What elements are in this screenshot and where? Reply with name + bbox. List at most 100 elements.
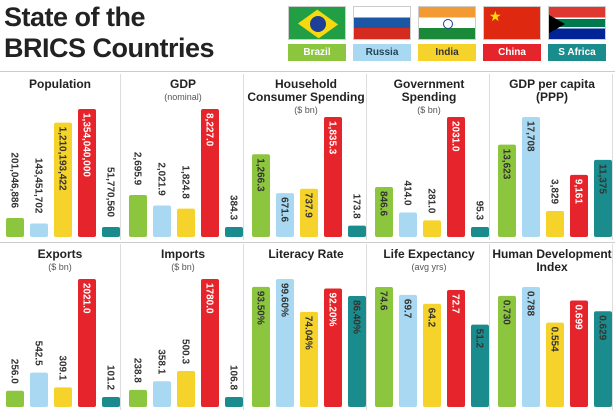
india-flag-icon	[418, 6, 476, 40]
bar-china	[78, 279, 96, 407]
chart-title: Household Consumer Spending ($ bn)	[246, 78, 366, 116]
divider	[0, 71, 615, 72]
bar-s-africa	[594, 159, 612, 237]
data-label: 74.04%	[303, 316, 314, 350]
bar-s-africa	[102, 397, 120, 407]
bar-brazil	[6, 217, 24, 237]
bar-brazil	[498, 295, 516, 407]
data-label: 1780.0	[204, 283, 215, 314]
bar-russia	[522, 287, 540, 407]
divider	[0, 242, 615, 243]
bar-india	[423, 220, 441, 237]
title-line-1: State of the	[4, 2, 146, 32]
bar-india	[546, 322, 564, 407]
data-label: 1,354,040,000	[81, 113, 92, 177]
chart-panel-imports: 238.8 358.1 500.3 1780.0 106.8 Imports ($ bn)	[123, 244, 244, 410]
bar-brazil	[375, 287, 393, 407]
bar-s-africa	[471, 324, 489, 407]
data-label: 9,161	[573, 179, 584, 204]
data-label: 69.7	[402, 299, 413, 319]
bar-russia	[30, 223, 48, 237]
bar-india	[300, 188, 318, 237]
bar-russia	[399, 294, 417, 407]
chart-title: Population	[0, 78, 120, 91]
bar-india	[177, 208, 195, 237]
bar-china	[570, 300, 588, 407]
bar-brazil	[375, 186, 393, 237]
data-label: 0.554	[549, 327, 560, 352]
chart-title: Life Expectancy (avg yrs)	[369, 248, 489, 273]
bar-chart: 201,046,886 143,451,702 1,210,193,422 1,354…	[6, 109, 120, 237]
bar-russia	[30, 372, 48, 407]
bar-india	[300, 311, 318, 407]
data-label: 2031.0	[450, 121, 461, 152]
data-label: 384.3	[228, 195, 239, 220]
chart-title: Imports ($ bn)	[123, 248, 243, 273]
bar-china	[324, 288, 342, 407]
bar-brazil	[252, 286, 270, 407]
chart-title: Government Spending ($ bn)	[369, 78, 489, 116]
flags: ★	[288, 6, 606, 40]
bar-india	[546, 211, 564, 237]
chart-title: GDP (nominal)	[123, 78, 243, 103]
chart-panel-government-spending: 846.6 414.0 281.0 2031.0 95.3 Government Spen…	[369, 74, 490, 240]
chart-title-text: GDP	[169, 77, 196, 91]
chart-unit: ($ bn)	[171, 262, 195, 272]
russia-flag-icon	[353, 6, 411, 40]
bar-india	[54, 387, 72, 407]
data-label: 500.3	[180, 339, 191, 364]
chart-title: Human Development Index	[492, 248, 612, 274]
bar-india	[423, 303, 441, 407]
bar-india	[54, 122, 72, 237]
south-africa-flag-icon	[548, 6, 606, 40]
chart-panel-population: 201,046,886 143,451,702 1,210,193,422 1,354…	[0, 74, 121, 240]
bar-s-africa	[102, 227, 120, 237]
legend-china: China	[483, 44, 541, 61]
chart-title-text: Life Expectancy	[383, 247, 475, 261]
bar-china	[570, 174, 588, 237]
bar-russia	[399, 212, 417, 237]
chart-title: GDP per capita (PPP)	[492, 78, 612, 104]
data-label: 1,835.3	[327, 121, 338, 155]
bar-s-africa	[348, 295, 366, 407]
data-label: 8,227.0	[204, 113, 215, 147]
chart-panel-life-expectancy: 74.6 69.7 64.2 72.7 51.2 Life Expectancy (avg …	[369, 244, 490, 410]
data-label: 93.50%	[255, 291, 266, 325]
data-label: 99.60%	[279, 283, 290, 317]
data-label: 173.8	[351, 194, 362, 219]
data-label: 74.6	[378, 291, 389, 311]
chart-unit: ($ bn)	[48, 262, 72, 272]
data-label: 143,451,702	[33, 158, 44, 214]
chart-title-text: Imports	[160, 247, 205, 261]
data-label: 64.2	[426, 308, 437, 328]
legend-russia: Russia	[353, 44, 411, 61]
data-label: 358.1	[156, 349, 167, 374]
data-label: 846.6	[378, 191, 389, 216]
data-label: 51.2	[474, 329, 485, 349]
chart-panel-literacy-rate: 93.50% 99.60% 74.04% 92.20% 86.40% Literacy R…	[246, 244, 367, 410]
bar-china	[447, 290, 465, 407]
data-label: 1,266.3	[255, 158, 266, 192]
bar-chart: 0.730 0.788 0.554 0.699 0.629	[498, 287, 612, 407]
bar-brazil	[129, 389, 147, 407]
data-label: 0.699	[573, 305, 584, 330]
data-label: 92.20%	[327, 293, 338, 327]
bar-russia	[153, 381, 171, 407]
data-label: 201,046,886	[9, 152, 20, 208]
data-label: 2,021.9	[156, 162, 167, 196]
chart-unit: (avg yrs)	[411, 262, 447, 272]
chart-panel-gdp: 2,695.9 2,021.9 1,824.8 8,227.0 384.3 GDP (nom…	[123, 74, 244, 240]
bar-s-africa	[348, 225, 366, 237]
legend-s-africa: S Africa	[548, 44, 606, 61]
chart-title-text: Literacy Rate	[268, 247, 344, 261]
chart-title-text: Exports	[37, 247, 83, 261]
brazil-flag-icon	[288, 6, 346, 40]
chart-panel-gdp-per-capita-ppp: 13,623 17,708 3,829 9,161 11,375 GDP per capi…	[492, 74, 613, 240]
bar-brazil	[498, 144, 516, 237]
bar-china	[201, 109, 219, 237]
bar-russia	[153, 205, 171, 237]
bar-china	[201, 279, 219, 407]
title-line-2: BRICS Countries	[4, 33, 215, 63]
data-label: 256.0	[9, 359, 20, 384]
data-label: 13,623	[501, 149, 512, 180]
